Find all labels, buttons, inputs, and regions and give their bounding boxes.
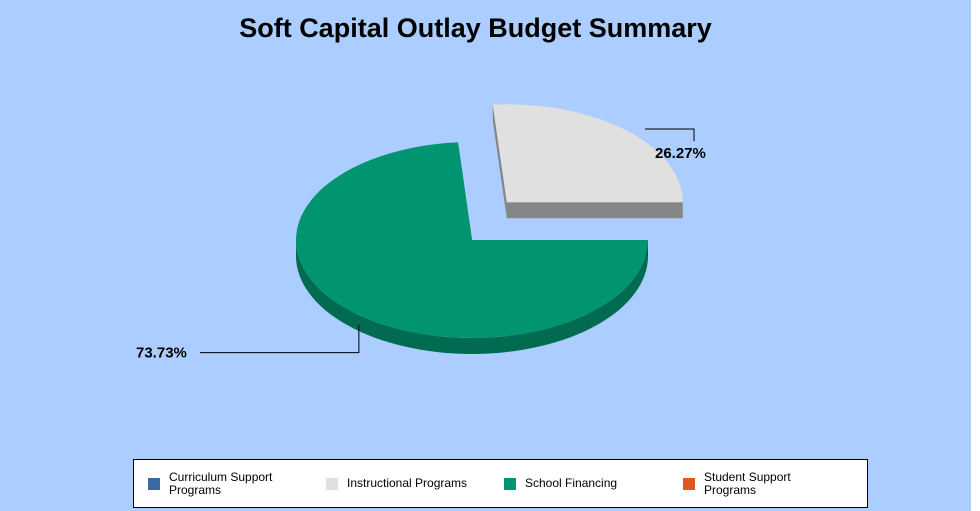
data-label-instructional-programs: 26.27% (655, 145, 706, 162)
legend-label-school-financing: School Financing (525, 476, 618, 490)
legend-item-instructional-programs[interactable]: Instructional Programs (326, 460, 467, 507)
pie-slice-instructional-programs[interactable] (492, 104, 683, 219)
legend-item-student-support-programs[interactable]: Student Support Programs (683, 460, 824, 507)
pie-slice-side-school-financing (296, 240, 648, 354)
pie-slice-edge-instructional-programs-1 (506, 202, 683, 219)
data-label-school-financing: 73.73% (136, 345, 187, 362)
legend-swatch-curriculum-support-programs (148, 477, 160, 490)
leader-line-school-financing (200, 324, 360, 354)
legend-swatch-student-support-programs (683, 477, 695, 490)
legend-label-student-support-programs: Student Support Programs (704, 469, 791, 497)
legend-item-curriculum-support-programs[interactable]: Curriculum Support Programs (148, 460, 289, 507)
chart-title: Soft Capital Outlay Budget Summary (239, 13, 712, 43)
leader-line-instructional-programs (645, 128, 695, 142)
legend-swatch-school-financing (504, 477, 516, 490)
legend-label-instructional-programs: Instructional Programs (347, 476, 468, 490)
pie-slice-edge-instructional-programs-0 (492, 104, 507, 219)
pie-slice-top-school-financing (296, 142, 648, 338)
legend-swatch-instructional-programs (326, 477, 338, 490)
pie-slice-top-instructional-programs (492, 104, 683, 203)
legend-label-curriculum-support-programs: Curriculum Support Programs (169, 469, 273, 497)
pie-slice-school-financing[interactable] (296, 142, 648, 354)
legend: Curriculum Support Programs Instructiona… (133, 459, 868, 508)
legend-item-school-financing[interactable]: School Financing (504, 460, 617, 507)
